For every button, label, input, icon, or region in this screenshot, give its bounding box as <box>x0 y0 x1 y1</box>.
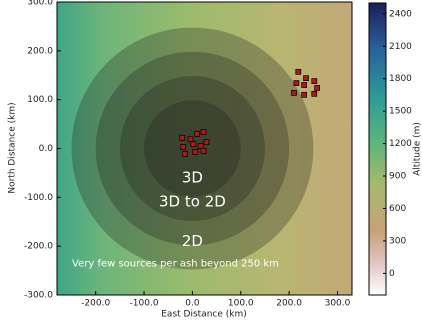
source-point <box>294 81 299 86</box>
colorbar-tick-label: 1800 <box>389 74 412 84</box>
colorbar-tick-label: 1200 <box>389 139 412 149</box>
annotation: 2D <box>182 232 203 250</box>
source-point <box>193 149 198 154</box>
y-tick-label: 200.0 <box>27 46 53 56</box>
y-tick-label: 0.0 <box>39 144 54 154</box>
colorbar <box>369 3 386 295</box>
source-point <box>302 92 307 97</box>
colorbar-tick-label: 1500 <box>389 107 412 117</box>
source-point <box>304 76 309 81</box>
colorbar-tick-label: 300 <box>389 236 406 246</box>
x-tick-label: 200.0 <box>276 299 302 309</box>
colorbar-tick-label: 900 <box>389 172 406 182</box>
source-point <box>188 137 193 142</box>
source-point <box>198 144 203 149</box>
source-point <box>201 148 206 153</box>
y-tick-label: 100.0 <box>27 95 53 105</box>
x-tick-label: -200.0 <box>81 299 110 309</box>
source-point <box>181 145 186 150</box>
source-point <box>291 90 296 95</box>
chart: East Distance (km) North Distance (km) A… <box>0 0 422 322</box>
annotation: 3D <box>182 168 203 186</box>
y-tick-label: -100.0 <box>24 193 53 203</box>
colorbar-tick-label: 0 <box>389 269 395 279</box>
x-tick-label: 100.0 <box>228 299 254 309</box>
y-axis-label: North Distance (km) <box>8 102 18 193</box>
source-point <box>302 83 307 88</box>
annotation: Very few sources per ash beyond 250 km <box>72 258 279 269</box>
source-point <box>183 151 188 156</box>
source-point <box>296 69 301 74</box>
x-tick-label: 0.0 <box>185 299 200 309</box>
colorbar-tick-label: 2400 <box>389 9 412 19</box>
source-point <box>315 85 320 90</box>
y-tick-label: -300.0 <box>24 291 53 301</box>
annotation: 3D to 2D <box>159 193 226 211</box>
x-tick-label: 300.0 <box>325 299 351 309</box>
colorbar-tick-label: 2100 <box>389 42 412 52</box>
colorbar-tick-label: 600 <box>389 204 406 214</box>
x-axis-label: East Distance (km) <box>161 310 247 320</box>
source-point <box>201 129 206 134</box>
colorbar-label: Altitude (m) <box>413 122 422 176</box>
source-point <box>191 142 196 147</box>
source-point <box>180 135 185 140</box>
source-point <box>195 131 200 136</box>
source-point <box>204 140 209 145</box>
y-tick-label: -200.0 <box>24 242 53 252</box>
y-tick-label: 300.0 <box>27 0 53 8</box>
x-tick-label: -100.0 <box>130 299 159 309</box>
source-point <box>312 91 317 96</box>
source-point <box>312 79 317 84</box>
